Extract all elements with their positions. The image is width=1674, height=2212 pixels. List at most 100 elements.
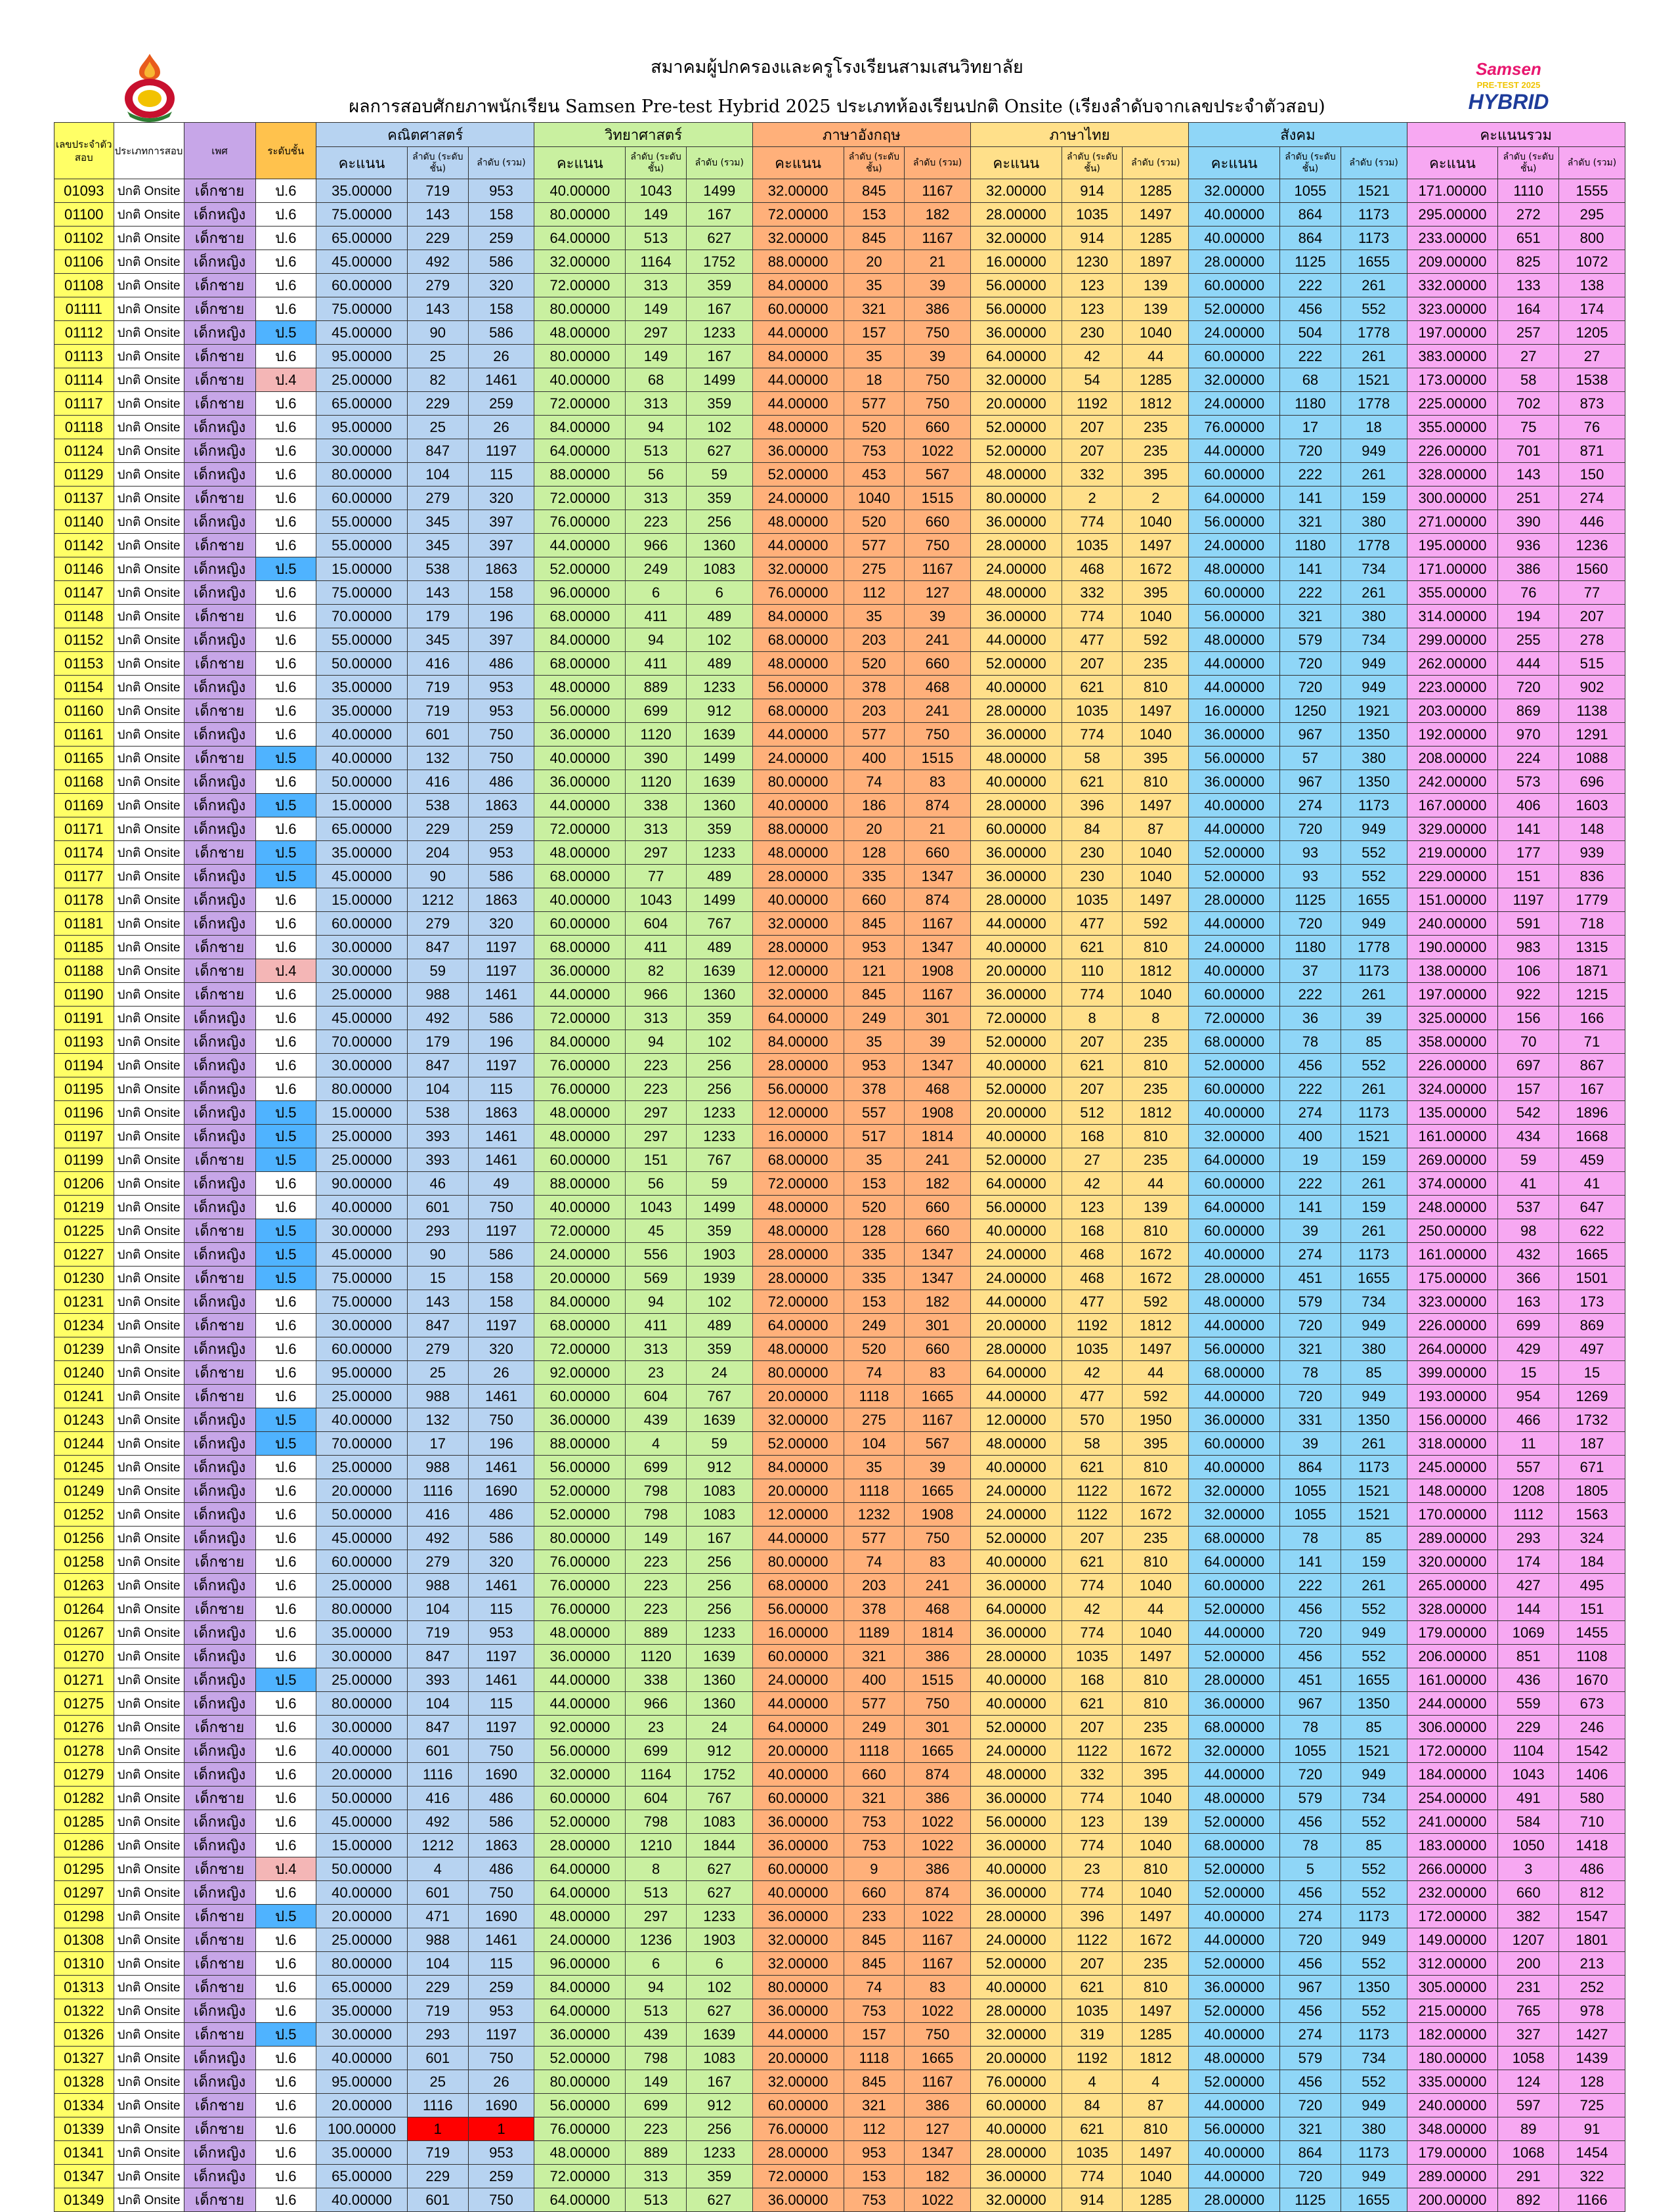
- thai-rank-all: 1812: [1122, 2046, 1190, 2070]
- science-rank-all: 1903: [685, 1242, 753, 1267]
- sex: เด็กชาย: [183, 699, 256, 723]
- science-rank-grade: 604: [625, 1384, 687, 1408]
- sex: เด็กชาย: [183, 486, 256, 510]
- math-rank-grade: 229: [407, 2164, 469, 2188]
- total-rank-all: 1801: [1558, 1928, 1625, 1952]
- total-rank-grade: 702: [1497, 391, 1559, 416]
- science-score: 64.00000: [534, 1857, 626, 1881]
- science-rank-grade: 94: [625, 628, 687, 652]
- english-rank-all: 1908: [904, 959, 971, 983]
- science-rank-all: 767: [685, 1148, 753, 1172]
- social-rank-all: 552: [1340, 1999, 1407, 2023]
- english-rank-all: 660: [904, 651, 971, 676]
- math-rank-grade: 847: [407, 1644, 469, 1668]
- social-rank-all: 1655: [1340, 1668, 1407, 1692]
- thai-rank-all: 810: [1122, 1668, 1190, 1692]
- science-score: 92.00000: [534, 1715, 626, 1739]
- social-rank-grade: 864: [1279, 1455, 1341, 1479]
- english-score: 80.00000: [752, 770, 844, 794]
- math-rank-grade: 719: [407, 1999, 469, 2023]
- total-score: 314.00000: [1406, 604, 1499, 628]
- thai-rank-grade: 468: [1061, 557, 1123, 581]
- social-rank-all: 949: [1340, 1762, 1407, 1787]
- social-rank-grade: 321: [1279, 2117, 1341, 2141]
- math-rank-all: 1863: [467, 1100, 535, 1125]
- english-score: 20.00000: [752, 2046, 844, 2070]
- total-rank-grade: 27: [1497, 344, 1559, 368]
- science-rank-all: 359: [685, 1006, 753, 1030]
- math-rank-grade: 229: [407, 391, 469, 416]
- total-score: 167.00000: [1406, 793, 1499, 817]
- thai-rank-all: 1040: [1122, 604, 1190, 628]
- total-rank-all: 187: [1558, 1431, 1625, 1456]
- math-rank-grade: 988: [407, 982, 469, 1007]
- thai-score: 48.00000: [970, 462, 1062, 487]
- social-score: 52.00000: [1188, 2070, 1281, 2094]
- science-score: 76.00000: [534, 1077, 626, 1101]
- english-score: 72.00000: [752, 2164, 844, 2188]
- subheader-total-rank-all: ลำดับ (รวม): [1558, 146, 1625, 179]
- english-score: 72.00000: [752, 1171, 844, 1196]
- science-rank-grade: 297: [625, 320, 687, 345]
- english-rank-all: 386: [904, 1857, 971, 1881]
- math-rank-all: 115: [467, 1691, 535, 1716]
- total-score: 206.00000: [1406, 1644, 1499, 1668]
- thai-rank-all: 1285: [1122, 2188, 1190, 2212]
- total-rank-grade: 382: [1497, 1904, 1559, 1928]
- math-rank-all: 1461: [467, 1668, 535, 1692]
- exam-id: 01264: [54, 1597, 114, 1621]
- math-rank-grade: 719: [407, 2140, 469, 2165]
- thai-rank-grade: 621: [1061, 1550, 1123, 1574]
- math-score: 35.00000: [316, 2140, 408, 2165]
- english-rank-all: 1665: [904, 1479, 971, 1503]
- thai-rank-grade: 621: [1061, 1975, 1123, 1999]
- grade: ป.6: [255, 1171, 317, 1196]
- math-score: 30.00000: [316, 1715, 408, 1739]
- math-rank-all: 1197: [467, 1644, 535, 1668]
- thai-rank-all: 1672: [1122, 1266, 1190, 1290]
- thai-rank-grade: 396: [1061, 1904, 1123, 1928]
- thai-rank-grade: 4: [1061, 2070, 1123, 2094]
- thai-rank-all: 395: [1122, 580, 1190, 605]
- social-rank-all: 1173: [1340, 2140, 1407, 2165]
- math-score: 60.00000: [316, 1337, 408, 1361]
- science-rank-all: 256: [685, 1053, 753, 1077]
- math-rank-grade: 492: [407, 1006, 469, 1030]
- sex: เด็กหญิง: [183, 770, 256, 794]
- table-row: 01310 ปกติ Onsite เด็กชาย ป.6 80.00000 104 115…: [54, 1951, 1625, 1976]
- table-row: 01129 ปกติ Onsite เด็กหญิง ป.6 80.00000 104 11…: [54, 462, 1625, 487]
- exam-type: ปกติ Onsite: [113, 1455, 184, 1479]
- science-rank-all: 1233: [685, 1124, 753, 1148]
- total-rank-all: 902: [1558, 675, 1625, 699]
- total-rank-grade: 573: [1497, 770, 1559, 794]
- math-rank-grade: 143: [407, 297, 469, 321]
- total-rank-all: 1439: [1558, 2046, 1625, 2070]
- total-score: 170.00000: [1406, 1502, 1499, 1527]
- math-score: 75.00000: [316, 202, 408, 227]
- math-rank-all: 953: [467, 675, 535, 699]
- social-score: 40.00000: [1188, 1455, 1281, 1479]
- total-score: 233.00000: [1406, 226, 1499, 250]
- math-rank-all: 320: [467, 1337, 535, 1361]
- sex: เด็กหญิง: [183, 1810, 256, 1834]
- science-rank-grade: 56: [625, 462, 687, 487]
- english-rank-grade: 157: [843, 2022, 905, 2047]
- english-score: 36.00000: [752, 439, 844, 463]
- science-score: 76.00000: [534, 1053, 626, 1077]
- science-rank-grade: 1210: [625, 1833, 687, 1857]
- sex: เด็กหญิง: [183, 1479, 256, 1503]
- science-rank-all: 359: [685, 817, 753, 841]
- social-score: 16.00000: [1188, 699, 1281, 723]
- exam-type: ปกติ Onsite: [113, 1975, 184, 1999]
- english-rank-grade: 275: [843, 557, 905, 581]
- thai-rank-grade: 1035: [1061, 202, 1123, 227]
- total-rank-grade: 651: [1497, 226, 1559, 250]
- total-rank-all: 1108: [1558, 1644, 1625, 1668]
- table-row: 01267 ปกติ Onsite เด็กหญิง ป.6 35.00000 719 95…: [54, 1620, 1625, 1645]
- english-rank-all: 301: [904, 1313, 971, 1337]
- english-score: 32.00000: [752, 2070, 844, 2094]
- total-rank-grade: 200: [1497, 1951, 1559, 1976]
- thai-score: 40.00000: [970, 1053, 1062, 1077]
- table-row: 01178 ปกติ Onsite เด็กหญิง ป.6 15.00000 1212 1…: [54, 888, 1625, 912]
- science-rank-grade: 798: [625, 1479, 687, 1503]
